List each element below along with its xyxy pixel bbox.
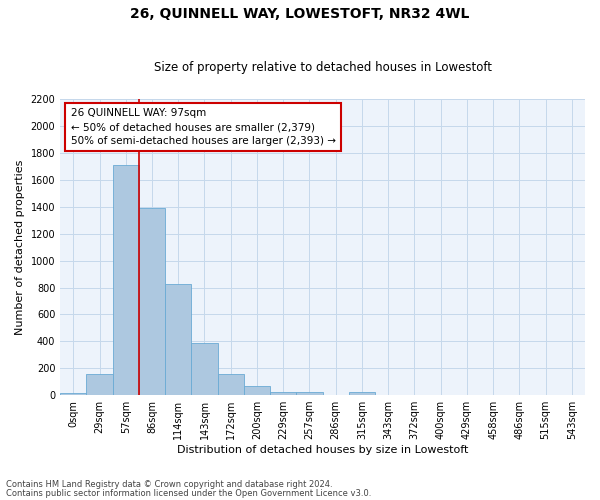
Bar [113,165,139,395]
Bar [244,386,270,395]
Y-axis label: Number of detached properties: Number of detached properties [15,160,25,335]
Text: 26, QUINNELL WAY, LOWESTOFT, NR32 4WL: 26, QUINNELL WAY, LOWESTOFT, NR32 4WL [130,8,470,22]
Text: 26 QUINNELL WAY: 97sqm
← 50% of detached houses are smaller (2,379)
50% of semi-: 26 QUINNELL WAY: 97sqm ← 50% of detached… [71,108,335,146]
Text: Contains HM Land Registry data © Crown copyright and database right 2024.: Contains HM Land Registry data © Crown c… [6,480,332,489]
X-axis label: Distribution of detached houses by size in Lowestoft: Distribution of detached houses by size … [177,445,468,455]
Bar [165,284,191,395]
Bar [191,344,218,395]
Title: Size of property relative to detached houses in Lowestoft: Size of property relative to detached ho… [154,62,491,74]
Bar [139,208,165,395]
Bar [86,374,113,395]
Bar [218,374,244,395]
Bar [296,392,323,395]
Text: Contains public sector information licensed under the Open Government Licence v3: Contains public sector information licen… [6,488,371,498]
Bar [349,392,375,395]
Bar [270,392,296,395]
Bar [60,393,86,395]
